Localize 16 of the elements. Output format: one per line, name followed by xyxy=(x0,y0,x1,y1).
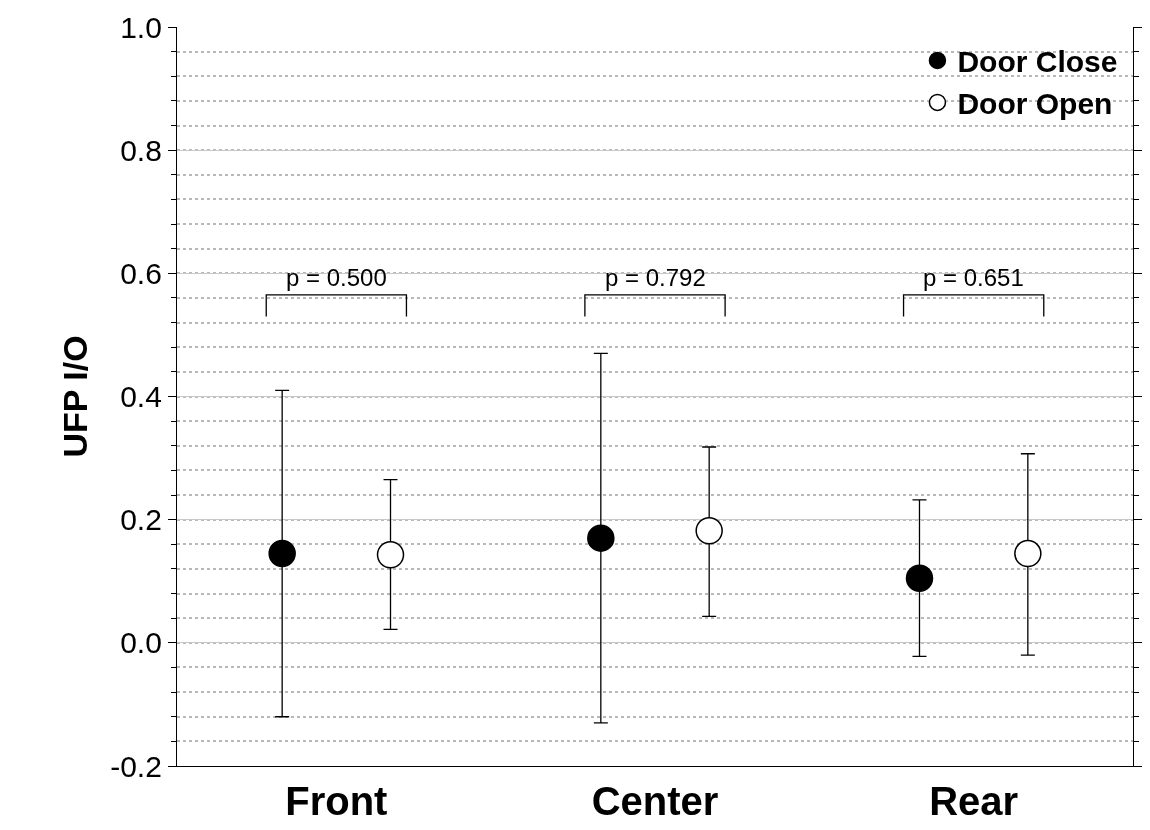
x-tick-label: Front xyxy=(285,779,388,824)
y-tick-label: 0.2 xyxy=(120,503,162,537)
y-tick-label: 0.8 xyxy=(120,133,162,167)
y-tick-label: 0.6 xyxy=(120,256,162,290)
y-axis-title: UFP I/O xyxy=(55,335,94,458)
y-tick-label: 0.4 xyxy=(120,380,162,413)
legend-label: Door Open xyxy=(957,87,1113,121)
x-tick-label: Rear xyxy=(929,779,1019,824)
annotation: p = 0.500 xyxy=(286,264,387,291)
y-tick-label: -0.2 xyxy=(110,749,162,783)
y-tick-label: 1.0 xyxy=(120,10,162,44)
annotation: p = 0.792 xyxy=(605,264,706,291)
annotation: p = 0.651 xyxy=(923,264,1024,291)
x-tick-label: Center xyxy=(591,779,719,824)
y-tick-label: 0.0 xyxy=(120,626,162,660)
legend-label: Door Close xyxy=(957,45,1118,79)
